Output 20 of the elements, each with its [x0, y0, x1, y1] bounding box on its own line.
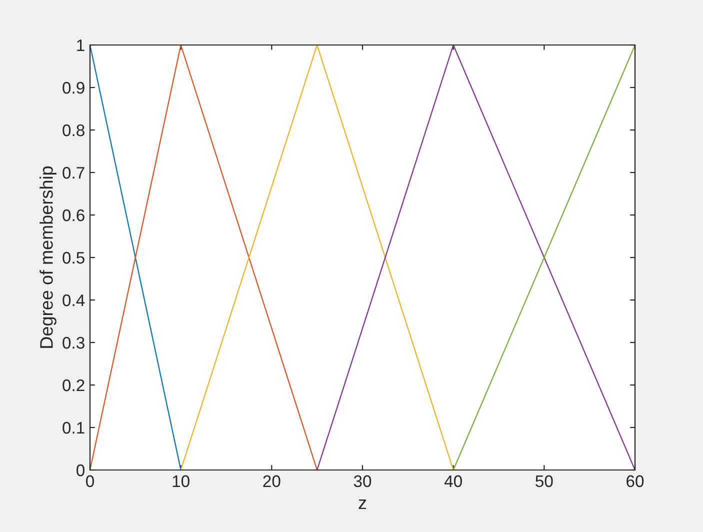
y-tick-label: 0.8	[62, 124, 84, 136]
y-axis-title: Degree of membership	[40, 166, 56, 348]
y-tick-label: 0.6	[62, 209, 84, 222]
x-tick-label: 10	[172, 475, 190, 488]
y-tick-label: 0.4	[62, 294, 85, 306]
x-tick-label: 50	[536, 475, 553, 488]
y-tick-label: 0.3	[62, 336, 84, 349]
x-tick-label: 0	[86, 475, 94, 488]
x-tick-label: 20	[263, 475, 280, 488]
y-tick-label: 0.9	[62, 82, 84, 94]
x-tick-label: 60	[626, 475, 644, 488]
y-tick-label: 0	[76, 464, 84, 476]
y-tick-label: 0.1	[62, 422, 84, 434]
x-tick-label: 40	[444, 475, 462, 488]
x-tick-label: 30	[354, 475, 372, 488]
y-tick-label: 0.5	[62, 252, 84, 264]
x-axis-title: z	[358, 500, 366, 510]
y-tick-label: 1	[77, 40, 84, 52]
y-tick-label: 0.7	[62, 166, 84, 179]
y-tick-label: 0.2	[62, 379, 84, 392]
